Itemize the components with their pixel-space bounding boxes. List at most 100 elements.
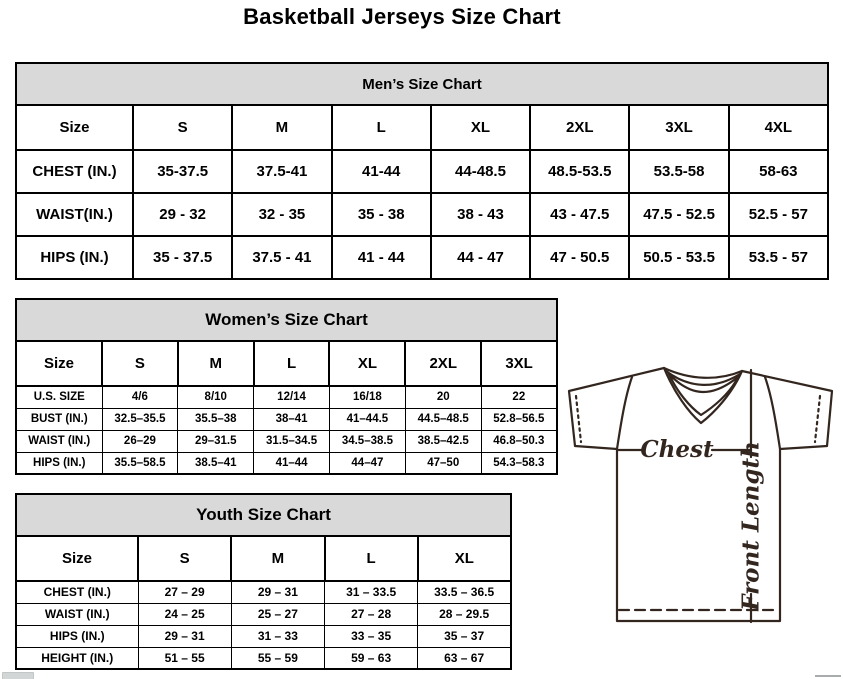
mens-hips-row: HIPS (IN.) 35 - 37.5 37.5 - 41 41 - 44 4… xyxy=(15,235,830,280)
youth-col-header: Size xyxy=(15,535,139,582)
mens-cell: 50.5 - 53.5 xyxy=(628,235,730,280)
youth-col-header: XL xyxy=(416,535,513,582)
youth-cell: 35 – 37 xyxy=(417,624,512,648)
youth-chest-row: CHEST (IN.) 27 – 29 29 – 31 31 – 33.5 33… xyxy=(15,580,512,604)
row-label: CHEST (IN.) xyxy=(15,149,134,194)
mens-col-header: 2XL xyxy=(529,104,631,151)
jersey-measurement-diagram: Chest Front Length xyxy=(567,366,834,624)
womens-cell: 38.5–42.5 xyxy=(404,429,482,453)
youth-waist-row: WAIST (IN.) 24 – 25 25 – 27 27 – 28 28 –… xyxy=(15,602,512,626)
youth-hips-row: HIPS (IN.) 29 – 31 31 – 33 33 – 35 35 – … xyxy=(15,624,512,648)
mens-cell: 38 - 43 xyxy=(429,192,532,237)
chest-label: Chest xyxy=(640,436,714,463)
womens-cell: 38–41 xyxy=(253,407,330,431)
womens-cell: 12/14 xyxy=(253,385,330,409)
womens-size-header-row: Size S M L XL 2XL 3XL xyxy=(15,340,558,387)
mens-cell: 37.5 - 41 xyxy=(231,235,333,280)
womens-col-header: M xyxy=(176,340,255,387)
womens-cell: 46.8–50.3 xyxy=(480,429,558,453)
mens-col-header: 3XL xyxy=(628,104,730,151)
womens-cell: 44–47 xyxy=(328,451,406,475)
womens-cell: 8/10 xyxy=(177,385,255,409)
youth-cell: 33.5 – 36.5 xyxy=(417,580,512,604)
mens-chest-row: CHEST (IN.) 35-37.5 37.5-41 41-44 44-48.… xyxy=(15,149,830,194)
mens-cell: 35 - 37.5 xyxy=(131,235,234,280)
mens-cell: 53.5-58 xyxy=(628,149,730,194)
mens-cell: 58-63 xyxy=(727,149,830,194)
womens-cell: 41–44.5 xyxy=(328,407,406,431)
womens-hips-row: HIPS (IN.) 35.5–58.5 38.5–41 41–44 44–47… xyxy=(15,451,558,475)
mens-cell: 35 - 38 xyxy=(330,192,432,237)
mens-col-header: 4XL xyxy=(727,104,830,151)
horizontal-scrollbar-thumb[interactable] xyxy=(2,672,34,679)
womens-cell: 31.5–34.5 xyxy=(253,429,330,453)
womens-cell: 54.3–58.3 xyxy=(480,451,558,475)
mens-cell: 29 - 32 xyxy=(131,192,234,237)
horizontal-scrollbar-track[interactable] xyxy=(815,675,841,677)
youth-cell: 31 – 33.5 xyxy=(323,580,419,604)
womens-cell: 32.5–35.5 xyxy=(101,407,179,431)
youth-cell: 29 – 31 xyxy=(137,624,232,648)
womens-cell: 20 xyxy=(404,385,482,409)
womens-cell: 35.5–58.5 xyxy=(101,451,179,475)
youth-cell: 29 – 31 xyxy=(230,580,326,604)
youth-cell: 55 – 59 xyxy=(230,646,326,670)
youth-chart-header: Youth Size Chart xyxy=(15,493,512,537)
womens-cell: 16/18 xyxy=(328,385,406,409)
row-label: WAIST (IN.) xyxy=(15,429,103,453)
youth-cell: 59 – 63 xyxy=(323,646,419,670)
womens-col-header: L xyxy=(252,340,331,387)
womens-col-header: 2XL xyxy=(404,340,483,387)
mens-cell: 32 - 35 xyxy=(231,192,333,237)
youth-col-header: S xyxy=(136,535,233,582)
mens-col-header: L xyxy=(330,104,432,151)
mens-cell: 41 - 44 xyxy=(330,235,432,280)
row-label: HIPS (IN.) xyxy=(15,624,139,648)
jersey-outline-icon xyxy=(567,366,834,624)
womens-cell: 26–29 xyxy=(101,429,179,453)
row-label: BUST (IN.) xyxy=(15,407,103,431)
womens-col-header: 3XL xyxy=(480,340,558,387)
row-label: HIPS (IN.) xyxy=(15,235,134,280)
womens-cell: 44.5–48.5 xyxy=(404,407,482,431)
mens-chart-header: Men’s Size Chart xyxy=(15,62,829,106)
womens-cell: 4/6 xyxy=(101,385,179,409)
womens-waist-row: WAIST (IN.) 26–29 29–31.5 31.5–34.5 34.5… xyxy=(15,429,558,453)
mens-col-header: Size xyxy=(15,104,134,151)
womens-cell: 34.5–38.5 xyxy=(328,429,406,453)
youth-cell: 51 – 55 xyxy=(137,646,232,670)
womens-col-header: XL xyxy=(328,340,407,387)
youth-cell: 24 – 25 xyxy=(137,602,232,626)
youth-cell: 25 – 27 xyxy=(230,602,326,626)
youth-cell: 31 – 33 xyxy=(230,624,326,648)
womens-bust-row: BUST (IN.) 32.5–35.5 35.5–38 38–41 41–44… xyxy=(15,407,558,431)
womens-col-header: S xyxy=(101,340,179,387)
mens-waist-row: WAIST(IN.) 29 - 32 32 - 35 35 - 38 38 - … xyxy=(15,192,830,237)
mens-cell: 41-44 xyxy=(330,149,432,194)
youth-size-header-row: Size S M L XL xyxy=(15,535,513,582)
row-label: U.S. SIZE xyxy=(15,385,103,409)
youth-size-chart-table: Youth Size Chart Size S M L XL CHEST (IN… xyxy=(15,493,513,670)
mens-cell: 44-48.5 xyxy=(429,149,532,194)
mens-cell: 48.5-53.5 xyxy=(529,149,631,194)
womens-cell: 47–50 xyxy=(404,451,482,475)
mens-cell: 35-37.5 xyxy=(131,149,234,194)
mens-col-header: M xyxy=(231,104,333,151)
womens-chart-header-row: Women’s Size Chart xyxy=(15,298,558,342)
youth-cell: 27 – 29 xyxy=(137,580,232,604)
youth-cell: 27 – 28 xyxy=(323,602,419,626)
row-label: WAIST(IN.) xyxy=(15,192,134,237)
youth-chart-header-row: Youth Size Chart xyxy=(15,493,512,537)
youth-height-row: HEIGHT (IN.) 51 – 55 55 – 59 59 – 63 63 … xyxy=(15,646,512,670)
row-label: HIPS (IN.) xyxy=(15,451,103,475)
youth-cell: 28 – 29.5 xyxy=(417,602,512,626)
youth-col-header: L xyxy=(323,535,419,582)
womens-ussize-row: U.S. SIZE 4/6 8/10 12/14 16/18 20 22 xyxy=(15,385,558,409)
womens-chart-header: Women’s Size Chart xyxy=(15,298,558,342)
womens-cell: 22 xyxy=(480,385,558,409)
mens-cell: 53.5 - 57 xyxy=(727,235,830,280)
mens-cell: 43 - 47.5 xyxy=(529,192,631,237)
row-label: CHEST (IN.) xyxy=(15,580,139,604)
youth-cell: 63 – 67 xyxy=(417,646,512,670)
